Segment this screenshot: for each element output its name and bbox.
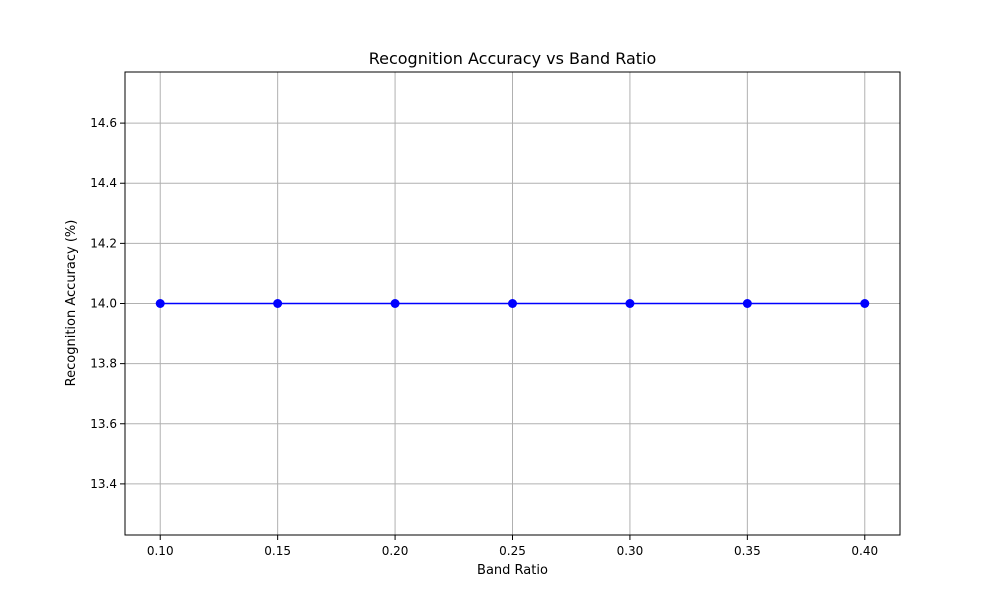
x-tick-label: 0.40 xyxy=(851,544,878,558)
x-tick-label: 0.35 xyxy=(734,544,761,558)
y-tick-label: 14.2 xyxy=(90,236,117,250)
y-tick-label: 14.6 xyxy=(90,116,117,130)
y-tick-label: 14.0 xyxy=(90,297,117,311)
ticks-layer: 0.10 0.15 0.20 0.25 0.30 0.35 0.40 13.4 13.6 13.8… xyxy=(90,116,878,558)
y-tick-label: 13.8 xyxy=(90,357,117,371)
x-tick-label: 0.15 xyxy=(264,544,291,558)
y-axis-label: Recognition Accuracy (%) xyxy=(64,220,79,387)
x-tick-label: 0.25 xyxy=(499,544,526,558)
data-point xyxy=(155,299,165,308)
y-tick-label: 13.4 xyxy=(90,477,117,491)
chart-title: Recognition Accuracy vs Band Ratio xyxy=(369,49,657,68)
data-point xyxy=(625,299,635,308)
x-axis-label: Band Ratio xyxy=(477,563,548,578)
data-point xyxy=(742,299,752,308)
y-tick-label: 13.6 xyxy=(90,417,117,431)
data-point xyxy=(390,299,400,308)
series-layer xyxy=(155,299,870,308)
x-tick-label: 0.30 xyxy=(617,544,644,558)
x-tick-label: 0.20 xyxy=(382,544,409,558)
data-point xyxy=(273,299,283,308)
x-tick-label: 0.10 xyxy=(147,544,174,558)
axes-layer xyxy=(124,71,901,536)
data-point xyxy=(508,299,517,308)
plot-frame xyxy=(124,71,901,536)
data-point xyxy=(860,299,870,308)
y-tick-label: 14.4 xyxy=(90,176,117,190)
